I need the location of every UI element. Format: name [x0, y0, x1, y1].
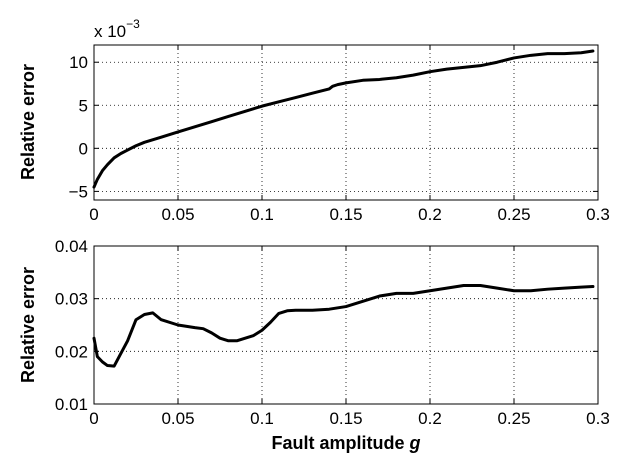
- x-tick-label: 0.15: [329, 409, 362, 428]
- x-tick-label: 0.25: [497, 409, 530, 428]
- y-tick-label: 0.04: [55, 237, 88, 256]
- y-tick-label: 5: [79, 96, 88, 115]
- x-tick-label: 0.2: [418, 205, 442, 224]
- y-axis-label: Relative error: [18, 64, 38, 180]
- axis-exponent-power: −3: [126, 17, 140, 31]
- x-tick-label: 0.25: [497, 205, 530, 224]
- axis-exponent-label: x 10−3: [94, 17, 140, 41]
- data-series-line: [92, 284, 595, 368]
- x-tick-label: 0: [89, 205, 98, 224]
- y-tick-label: 0.03: [55, 290, 88, 309]
- x-tick-label: 0.3: [586, 205, 610, 224]
- y-tick-label: 10: [69, 53, 88, 72]
- y-axis-label: Relative error: [18, 267, 38, 383]
- y-tick-label: 0: [79, 139, 88, 158]
- x-tick-label: 0.05: [161, 205, 194, 224]
- x-axis-label: Fault amplitude g: [271, 433, 420, 453]
- x-tick-label: 0.3: [586, 409, 610, 428]
- data-series-line: [92, 49, 595, 189]
- x-tick-label: 0: [89, 409, 98, 428]
- bottom-plot-panel: 0 0.05 0.1 0.15 0.2 0.25 0.3 0.01 0.02 0.03 0.04 Re…: [18, 237, 610, 453]
- x-axis-variable: g: [409, 433, 421, 453]
- y-tick-label: 0.01: [55, 395, 88, 414]
- x-tick-label: 0.05: [161, 409, 194, 428]
- y-tick-label: 0.02: [55, 342, 88, 361]
- plot-frame: [93, 245, 599, 405]
- x-tick-label: 0.1: [250, 205, 274, 224]
- plot-frame: [93, 44, 599, 201]
- x-tick-label: 0.1: [250, 409, 274, 428]
- x-tick-label: 0.15: [329, 205, 362, 224]
- y-tick-label: −5: [69, 182, 88, 201]
- x-tick-label: 0.2: [418, 409, 442, 428]
